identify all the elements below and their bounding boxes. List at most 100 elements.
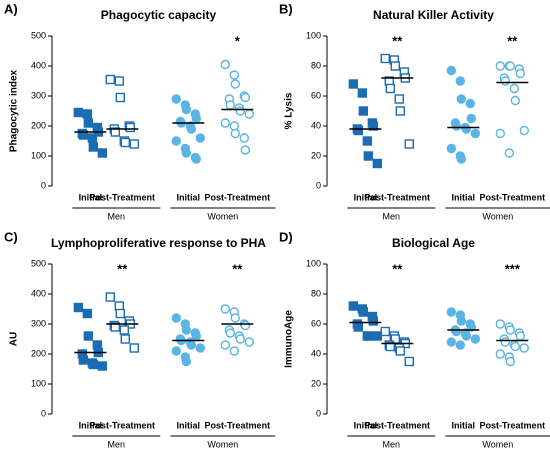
x-tick-label: Initial	[452, 420, 476, 430]
data-point	[446, 307, 457, 317]
data-point	[230, 79, 241, 89]
data-point	[195, 133, 206, 143]
x-tick-label: Initial	[354, 420, 378, 430]
group-label: Men	[108, 211, 126, 221]
y-tick-label: 0	[316, 180, 321, 190]
significance-mark: *	[235, 33, 241, 48]
data-point	[363, 331, 374, 341]
y-tick-label: 80	[311, 288, 321, 298]
data-point	[220, 340, 231, 350]
data-point	[500, 337, 511, 347]
data-point	[466, 322, 477, 332]
y-tick-label: 300	[31, 318, 46, 328]
data-point	[73, 107, 84, 118]
y-tick-label: 500	[31, 30, 46, 40]
group-label: Women	[207, 439, 238, 449]
data-point	[509, 83, 520, 94]
data-point	[465, 98, 476, 109]
panel-label: C)	[4, 229, 18, 244]
data-point	[372, 331, 383, 341]
data-point	[115, 308, 125, 319]
x-tick-label: Post-Treatment	[205, 420, 271, 430]
data-point	[240, 320, 251, 331]
data-point	[404, 356, 414, 367]
panel-label: B)	[279, 1, 293, 16]
data-point	[97, 148, 108, 158]
data-point	[505, 356, 516, 367]
data-point	[394, 94, 404, 104]
y-tick-label: 100	[306, 258, 321, 268]
data-point	[181, 148, 192, 158]
y-tick-label: 500	[31, 258, 46, 268]
data-point	[235, 334, 246, 344]
significance-mark: **	[117, 261, 128, 276]
data-point	[225, 328, 236, 338]
data-point	[244, 109, 255, 119]
data-point	[353, 322, 364, 332]
chart-title: Biological Age	[392, 236, 475, 250]
data-point	[186, 340, 197, 350]
data-point	[230, 128, 241, 139]
data-point	[395, 106, 405, 116]
data-point	[225, 100, 236, 110]
data-point	[470, 128, 481, 139]
data-point	[390, 61, 400, 71]
data-point	[515, 68, 526, 79]
data-point	[404, 139, 414, 149]
data-point	[456, 94, 467, 104]
y-tick-label: 60	[311, 90, 321, 100]
data-point	[181, 104, 192, 115]
x-tick-label: Post-Treatment	[365, 192, 431, 202]
data-point	[191, 113, 202, 124]
data-point	[510, 341, 521, 352]
data-point	[171, 346, 182, 356]
data-point	[368, 121, 379, 131]
data-point	[461, 124, 472, 134]
data-point	[446, 65, 457, 76]
data-point	[357, 88, 368, 98]
data-point	[505, 325, 516, 335]
chart-title: Phagocytic capacity	[101, 8, 217, 22]
x-tick-label: Post-Treatment	[90, 192, 156, 202]
panel-label: A)	[4, 1, 18, 16]
group-label: Men	[108, 439, 126, 449]
data-point	[470, 334, 481, 344]
data-point	[395, 346, 405, 356]
data-point	[456, 316, 467, 326]
data-point	[115, 92, 125, 103]
chart-title: Lymphoproliferative response to PHA	[51, 236, 266, 250]
data-point	[461, 331, 472, 341]
data-point	[114, 301, 124, 311]
data-point	[456, 154, 467, 164]
data-point	[495, 61, 506, 71]
data-point	[229, 121, 240, 131]
data-point	[181, 325, 192, 335]
data-point	[82, 109, 93, 119]
data-point	[120, 137, 130, 148]
y-tick-label: 60	[311, 318, 321, 328]
data-point	[244, 337, 255, 347]
data-point	[363, 151, 374, 161]
y-tick-label: 0	[41, 408, 46, 418]
x-tick-label: Initial	[452, 192, 476, 202]
data-point	[171, 313, 182, 323]
y-tick-label: 400	[31, 288, 46, 298]
data-point	[229, 346, 240, 356]
significance-mark: **	[232, 261, 243, 276]
data-point	[129, 343, 139, 353]
y-tick-label: 0	[316, 408, 321, 418]
data-point	[110, 127, 120, 137]
data-point	[110, 322, 120, 332]
y-axis-label: ImmunoAge	[284, 310, 295, 368]
significance-mark: **	[392, 261, 403, 276]
data-point	[495, 349, 506, 359]
group-label: Women	[482, 211, 513, 221]
y-tick-label: 400	[31, 60, 46, 70]
data-point	[78, 355, 89, 365]
data-point	[129, 139, 139, 149]
y-tick-label: 20	[311, 150, 321, 160]
data-point	[220, 304, 231, 314]
y-tick-label: 80	[311, 60, 321, 70]
data-point	[235, 106, 246, 116]
data-point	[446, 337, 457, 347]
